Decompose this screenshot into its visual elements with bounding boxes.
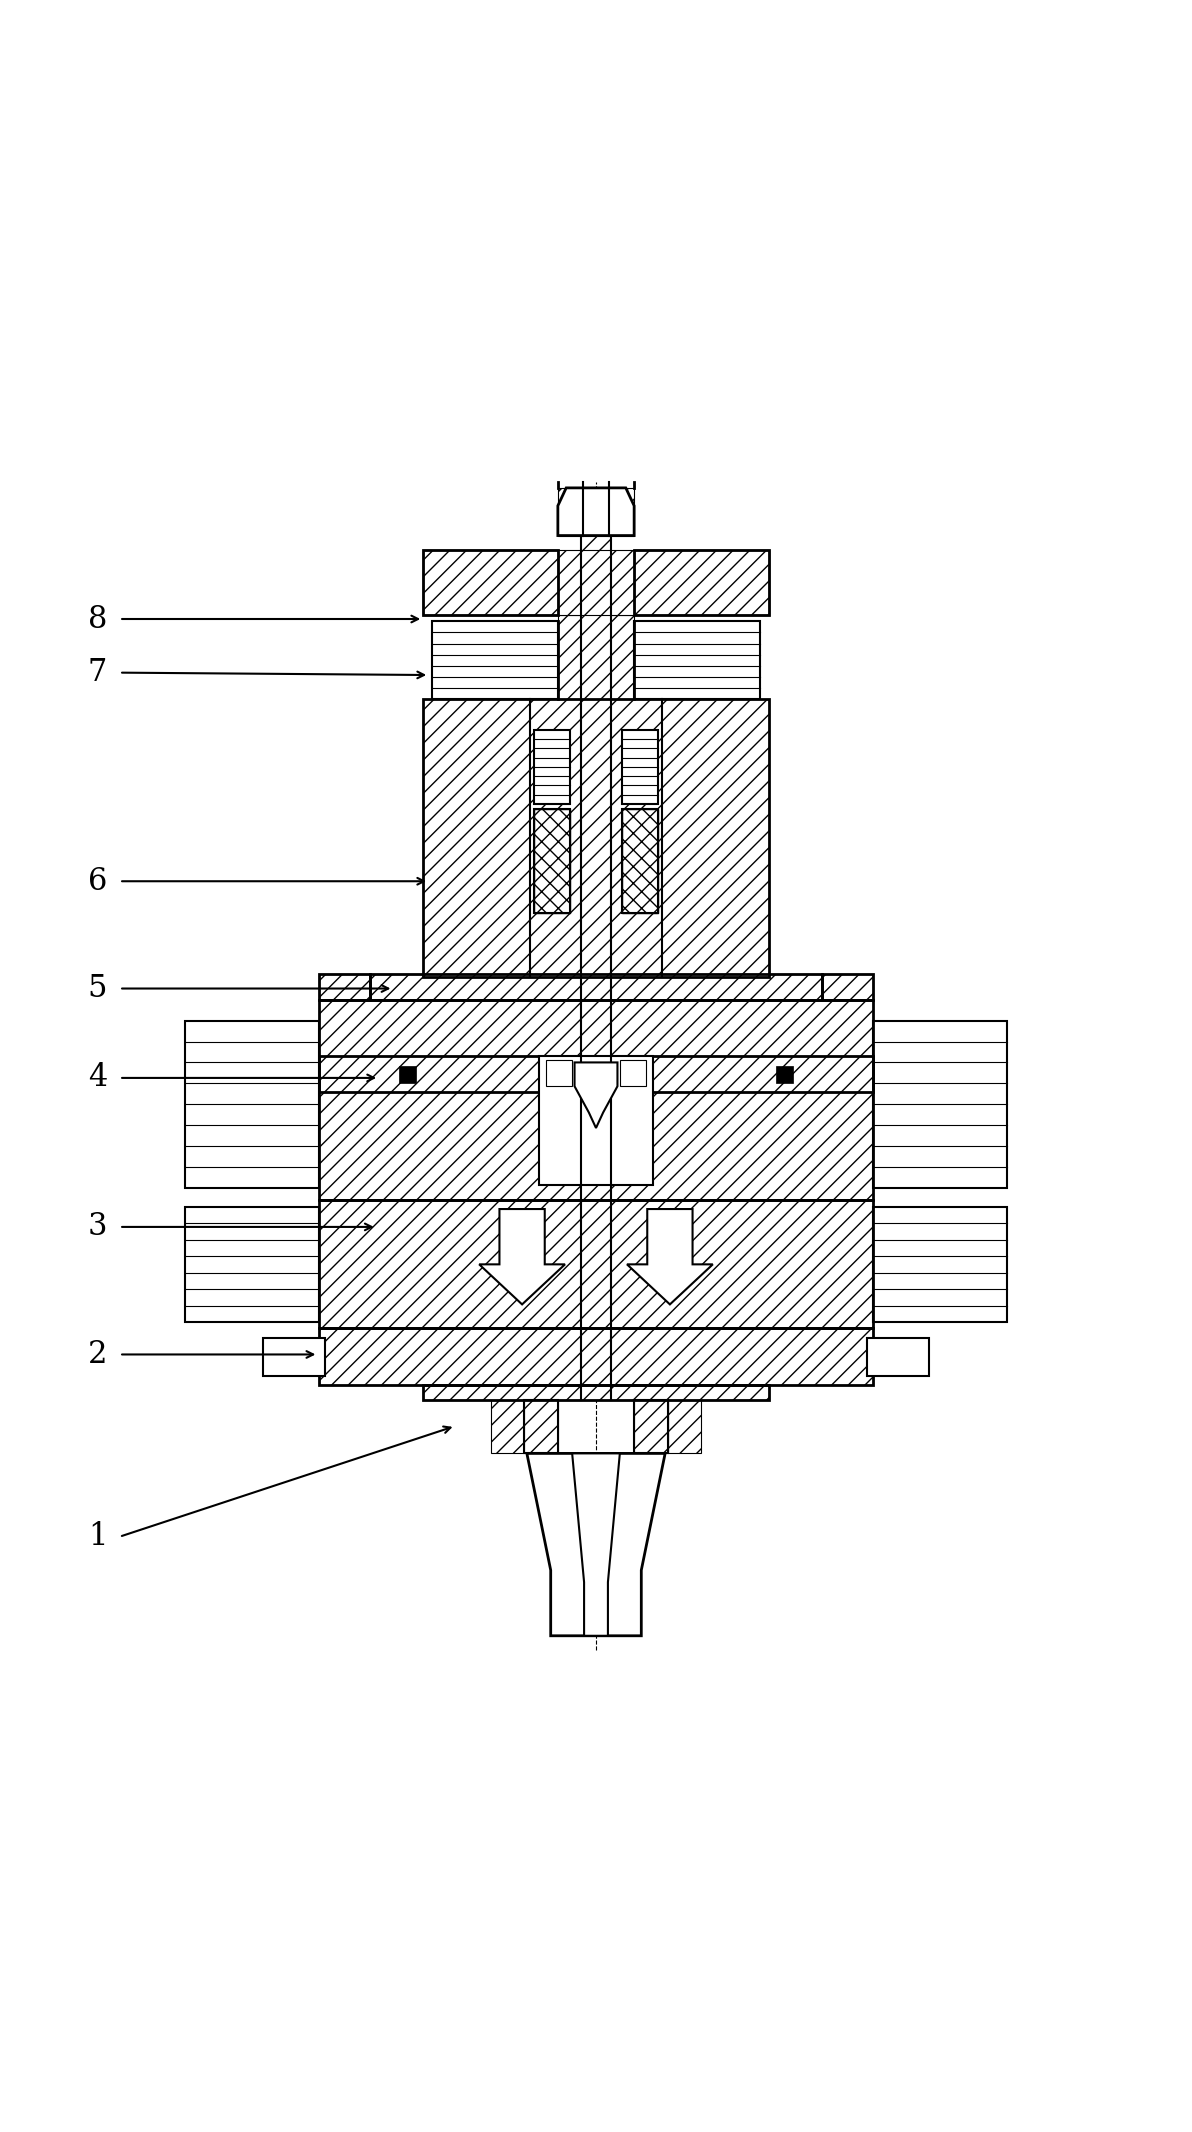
Bar: [634, 550, 769, 616]
Bar: [822, 974, 873, 1000]
Bar: [319, 1200, 873, 1328]
Bar: [634, 550, 769, 616]
Bar: [776, 1066, 793, 1083]
Bar: [423, 550, 558, 616]
Bar: [423, 699, 769, 976]
Bar: [370, 974, 822, 1000]
Bar: [534, 808, 570, 912]
Text: 4: 4: [88, 1062, 107, 1094]
Bar: [558, 488, 634, 535]
Bar: [581, 535, 611, 976]
Bar: [185, 1021, 319, 1188]
Polygon shape: [479, 1209, 565, 1305]
Polygon shape: [575, 1062, 617, 1128]
Bar: [822, 974, 873, 1000]
Bar: [622, 808, 658, 912]
Bar: [524, 1401, 558, 1454]
Bar: [534, 729, 570, 804]
Text: 2: 2: [88, 1339, 107, 1371]
Bar: [423, 1386, 769, 1401]
Text: 7: 7: [88, 657, 107, 689]
Bar: [668, 1401, 701, 1454]
Polygon shape: [527, 1454, 665, 1635]
Bar: [546, 1060, 572, 1087]
Bar: [539, 1057, 653, 1185]
Bar: [873, 1021, 1007, 1188]
Text: 1: 1: [88, 1522, 107, 1552]
Bar: [319, 1057, 873, 1092]
Bar: [491, 1401, 524, 1454]
Bar: [873, 1207, 1007, 1322]
Bar: [319, 1328, 873, 1386]
Bar: [263, 1337, 325, 1375]
Bar: [319, 1057, 873, 1092]
Bar: [524, 1401, 558, 1454]
Polygon shape: [558, 488, 634, 535]
Bar: [423, 1386, 769, 1401]
Bar: [558, 550, 634, 616]
Bar: [370, 974, 822, 1000]
Bar: [423, 550, 558, 616]
Bar: [319, 1000, 873, 1200]
Bar: [319, 974, 370, 1000]
Polygon shape: [572, 1454, 620, 1635]
Bar: [558, 616, 634, 699]
Text: 8: 8: [88, 603, 107, 635]
Polygon shape: [627, 1209, 713, 1305]
Bar: [620, 1060, 646, 1087]
Bar: [185, 1207, 319, 1322]
Bar: [319, 1200, 873, 1328]
Bar: [319, 1000, 873, 1200]
Bar: [319, 1328, 873, 1386]
Bar: [634, 1401, 668, 1454]
Bar: [423, 699, 769, 976]
Text: 3: 3: [88, 1211, 107, 1243]
Bar: [867, 1337, 929, 1375]
Bar: [534, 808, 570, 912]
Bar: [634, 1401, 668, 1454]
Text: 5: 5: [88, 972, 107, 1004]
Bar: [622, 808, 658, 912]
Bar: [622, 729, 658, 804]
Bar: [432, 620, 558, 699]
Bar: [634, 620, 760, 699]
Bar: [319, 974, 370, 1000]
Bar: [399, 1066, 416, 1083]
Text: 6: 6: [88, 866, 107, 898]
